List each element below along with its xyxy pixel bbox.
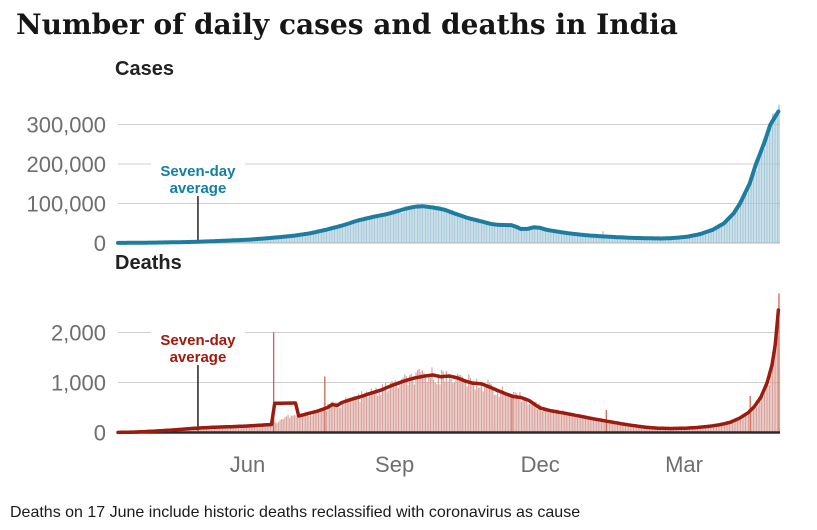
svg-text:300,000: 300,000: [26, 113, 106, 138]
x-tick-jun: Jun: [229, 452, 266, 477]
daily-value-bars: [118, 104, 780, 244]
footnote-text: Deaths on 17 June include historic death…: [10, 504, 581, 521]
y-axis-tick-labels: 0 1,000 2,000: [51, 321, 106, 444]
svg-text:2,000: 2,000: [51, 321, 106, 346]
seven-day-average-line: [116, 308, 781, 435]
svg-text:0: 0: [94, 421, 106, 444]
annotation-backing: [150, 330, 245, 366]
svg-text:average: average: [170, 180, 227, 197]
page-title: Number of daily cases and deaths in Indi…: [16, 8, 678, 41]
x-tick-sep: Sep: [375, 452, 415, 477]
svg-text:100,000: 100,000: [26, 192, 106, 217]
x-tick-dec: Dec: [520, 452, 560, 477]
x-axis-month-labels: Jun Sep Dec Mar: [0, 452, 817, 480]
svg-text:1,000: 1,000: [51, 371, 106, 396]
y-axis-tick-labels: 0 100,000 200,000 300,000: [26, 113, 106, 254]
deaths-section-label: Deaths: [115, 252, 182, 274]
x-tick-mar: Mar: [665, 452, 703, 477]
daily-value-bars: [118, 293, 780, 433]
seven-day-average-line: [116, 109, 781, 245]
cases-section-label: Cases: [115, 58, 174, 80]
annotation-backing: [150, 161, 245, 197]
svg-text:Seven-day: Seven-day: [160, 332, 236, 349]
svg-text:average: average: [170, 349, 227, 366]
svg-text:200,000: 200,000: [26, 152, 106, 177]
svg-text:0: 0: [94, 231, 106, 253]
svg-text:Seven-day: Seven-day: [160, 163, 236, 180]
